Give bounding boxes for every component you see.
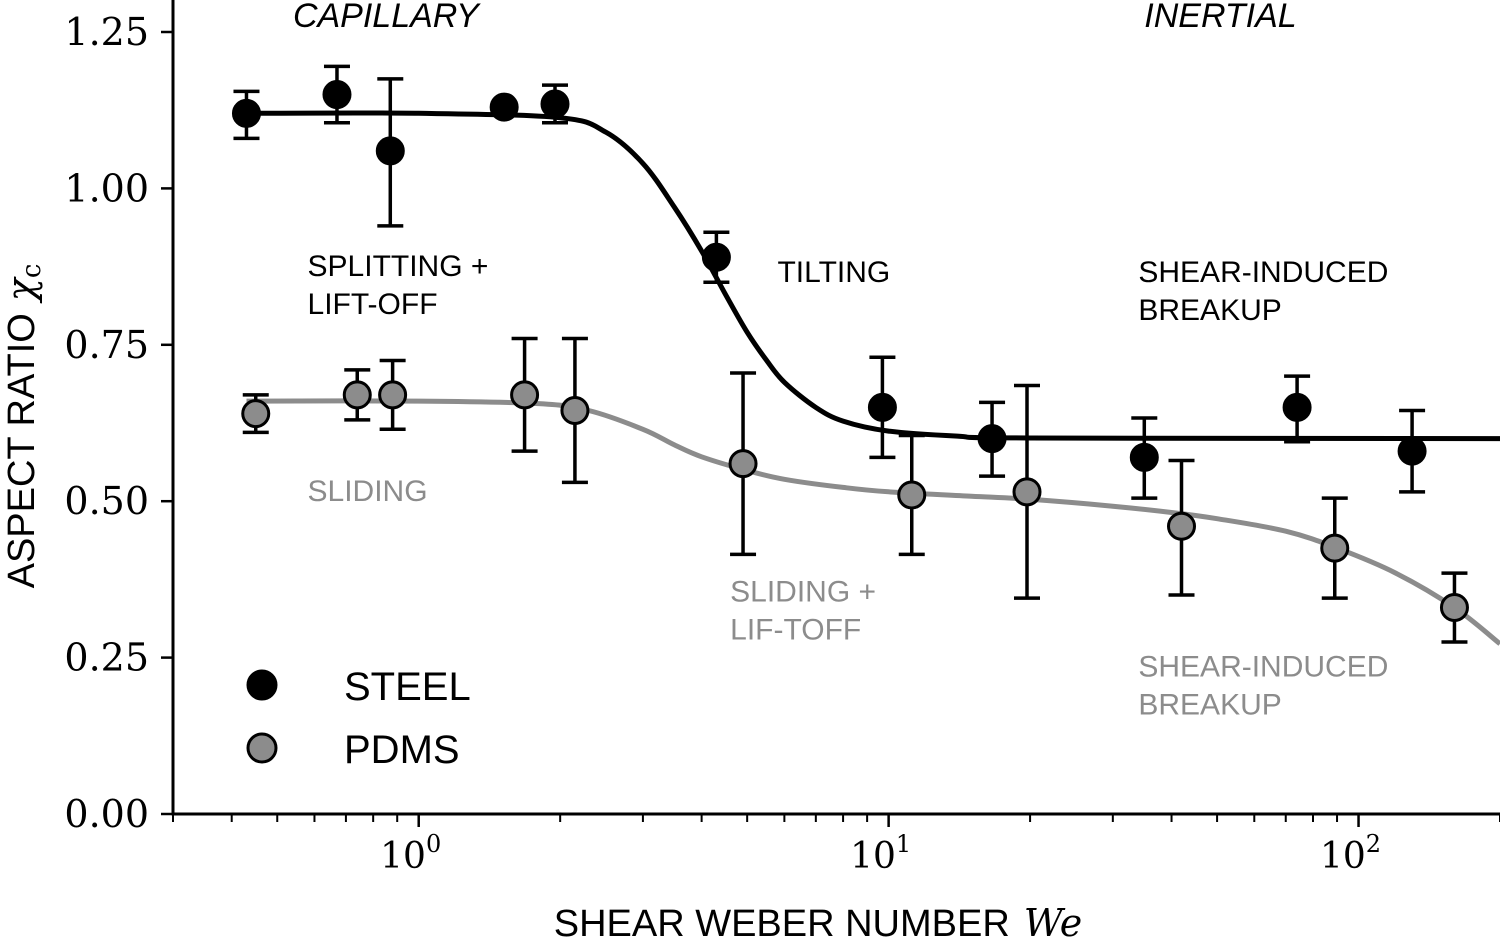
y-axis-label-text: ASPECT RATIO [1, 313, 43, 588]
x-axis-label: SHEAR WEBER NUMBER We [554, 901, 1083, 939]
x-tick-base: 10 [850, 836, 896, 877]
annotation-line: LIF-TOFF [730, 613, 861, 646]
y-tick-label: 1.25 [64, 10, 149, 54]
annotation-line: TILTING [777, 256, 890, 289]
x-tick-exponent: 0 [426, 830, 441, 858]
steel-data-point [1282, 392, 1312, 422]
pdms-data-point [728, 449, 758, 479]
x-tick-label: 101 [850, 830, 911, 877]
annotations: CAPILLARY INERTIAL SPLITTING + LIFT-OFF TILT… [293, 0, 1388, 721]
y-axis-label: ASPECT RATIO χc [0, 264, 47, 589]
steel-data-point [977, 424, 1007, 454]
pdms-data-point [510, 380, 540, 410]
axes [171, 0, 1500, 816]
y-tick-label: 0.50 [64, 479, 149, 523]
x-tick-exponent: 2 [1366, 830, 1381, 858]
annotation-line: SPLITTING + [308, 250, 489, 283]
legend-marker-steel [246, 669, 278, 701]
pdms-data-point [1439, 593, 1469, 623]
pdms-regime-annotation: SHEAR-INDUCED BREAKUP [1138, 650, 1388, 721]
pdms-regime-annotation: SLIDING [308, 475, 428, 508]
x-tick-base: 10 [1320, 836, 1366, 877]
steel-data-point [701, 242, 731, 272]
y-tick-label: 0.75 [64, 323, 149, 367]
regime-label: INERTIAL [1144, 0, 1296, 35]
steel-data-point [231, 98, 261, 128]
pdms-data-point [1167, 511, 1196, 541]
annotation-line: SLIDING [308, 475, 428, 508]
steel-fit-curve [246, 110, 1500, 442]
pdms-data-point [378, 380, 408, 410]
annotation-line: BREAKUP [1138, 294, 1281, 327]
x-axis-label-text: SHEAR WEBER NUMBER [554, 903, 1010, 939]
legend-label-pdms: PDMS [344, 728, 460, 772]
steel-data-point [867, 392, 897, 422]
pdms-data-point [241, 399, 271, 429]
steel-regime-annotation: SHEAR-INDUCED BREAKUP [1138, 256, 1388, 327]
x-axis-label-symbol: We [1024, 901, 1082, 939]
pdms-data-point [1012, 477, 1042, 507]
regime-label: CAPILLARY [293, 0, 481, 35]
annotation-line: SHEAR-INDUCED [1138, 650, 1388, 683]
annotation-line: SHEAR-INDUCED [1138, 256, 1388, 289]
x-tick-label: 102 [1320, 830, 1381, 877]
annotation-line: BREAKUP [1138, 688, 1281, 721]
legend-marker-pdms [246, 732, 278, 764]
steel-regime-annotation: TILTING [777, 256, 890, 289]
data-points [231, 80, 1469, 623]
y-tick-label: 0.25 [64, 636, 149, 680]
y-axis-label-subscript: c [17, 264, 47, 279]
steel-data-point [489, 92, 519, 122]
x-tick-label: 100 [380, 830, 441, 877]
pdms-data-point [1320, 533, 1350, 563]
steel-data-point [1397, 436, 1427, 466]
steel-data-point [1129, 442, 1159, 472]
fit-curves [246, 110, 1500, 646]
y-tick-label: 0.00 [64, 792, 149, 836]
pdms-data-point [342, 380, 372, 410]
steel-data-point [375, 136, 405, 166]
pdms-data-point [560, 395, 590, 425]
legend: STEEL PDMS [246, 665, 471, 772]
steel-data-point [322, 80, 352, 110]
legend-label-steel: STEEL [344, 665, 471, 709]
annotation-line: SLIDING + [730, 575, 876, 608]
x-tick-base: 10 [380, 836, 426, 877]
y-axis-label-symbol: χ [0, 276, 43, 304]
y-tick-label: 1.00 [64, 166, 149, 210]
steel-data-point [540, 89, 570, 119]
annotation-line: LIFT-OFF [308, 288, 438, 321]
x-tick-exponent: 1 [896, 830, 911, 858]
pdms-data-point [897, 480, 927, 510]
pdms-regime-annotation: SLIDING + LIF-TOFF [730, 575, 876, 646]
steel-regime-annotation: SPLITTING + LIFT-OFF [308, 250, 489, 321]
error-bars [233, 64, 1468, 644]
